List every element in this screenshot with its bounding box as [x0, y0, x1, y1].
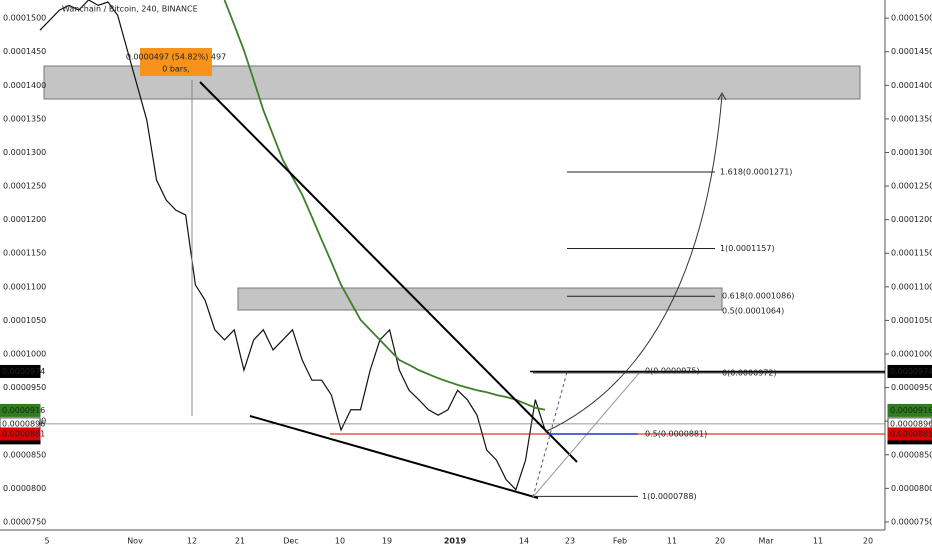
y-tick-label: 0.0001050: [891, 316, 932, 325]
y-tick-label: 0.0000750: [3, 517, 46, 526]
price-badge-label: 0.0000896: [890, 419, 932, 428]
price-badge-label: 0.0000881: [890, 429, 932, 438]
y-tick-label: 0.0001000: [891, 350, 932, 359]
y-tick-label: 0.0001250: [3, 182, 46, 191]
x-tick-label: Dec: [283, 537, 298, 546]
measure-box: [140, 48, 212, 76]
fib-label: 1.618(0.0001271): [720, 167, 792, 176]
x-tick-label: 21: [235, 537, 245, 546]
x-tick-label: 14: [519, 537, 529, 546]
price-line: [39, 0, 546, 491]
fib-label: 1(0.0000788): [642, 492, 697, 501]
fib-label: 0.618(0.0001086): [722, 292, 794, 301]
y-tick-label: 0.0001150: [891, 249, 932, 258]
x-tick-label: 19: [382, 537, 392, 546]
x-tick-label: 10: [335, 537, 345, 546]
y-tick-label: 0.0001400: [3, 81, 46, 90]
moving-average: [223, 0, 546, 411]
y-tick-label: 0.0001250: [891, 182, 932, 191]
projection-arc: [544, 94, 723, 433]
price-badge-label: 0.0000916: [2, 406, 45, 415]
fib-label: 0(0.0000972): [722, 368, 777, 377]
x-tick-label: 2019: [444, 537, 467, 546]
chart-title: Wanchain / Bitcoin, 240, BINANCE: [62, 5, 198, 14]
x-tick-label: 11: [667, 537, 677, 546]
y-tick-label: 0.0001050: [3, 316, 46, 325]
x-tick-label: 23: [565, 537, 575, 546]
price-badge: [887, 364, 932, 378]
price-badge: [0, 427, 41, 441]
fib-label: 1(0.0001157): [720, 244, 775, 253]
x-tick-label: 5: [44, 537, 49, 546]
y-tick-label: 0.0001300: [3, 148, 46, 157]
y-tick-label: 0.0001500: [3, 14, 46, 23]
y-tick-label: 0.0000950: [3, 383, 46, 392]
y-tick-label: 0.0001300: [891, 148, 932, 157]
y-tick-label: 0.0001200: [3, 215, 46, 224]
y-tick-label: 0.0001350: [3, 114, 46, 123]
y-tick-label: 0.0000950: [891, 383, 932, 392]
x-tick-label: Feb: [613, 537, 627, 546]
trendline: [249, 415, 539, 499]
y-tick-label: 0.0001400: [891, 81, 932, 90]
price-badge: [887, 403, 932, 417]
y-tick-label: 0.0000850: [891, 450, 932, 459]
price-badge: [0, 403, 41, 417]
x-tick-label: Mar: [758, 537, 774, 546]
y-tick-label: 0.0001350: [891, 114, 932, 123]
y-tick-label: 0.0001500: [891, 14, 932, 23]
y-tick-label: 0.0001000: [3, 350, 46, 359]
measure-text: 0.0000497 (54.82%) 497: [126, 53, 226, 62]
price-badge: [887, 427, 932, 441]
trendline: [199, 81, 578, 463]
measure-text: 0 bars,: [162, 65, 190, 74]
resistance-zone: [237, 287, 723, 311]
y-tick-label: 0.0001200: [891, 215, 932, 224]
x-tick-label: 20: [863, 537, 873, 546]
price-badge-label: 0.0000974: [890, 367, 932, 376]
price-badge-label: 0.0000974: [2, 367, 45, 376]
price-badge-label: 0.0000896: [2, 419, 45, 428]
price-badge-label: 0.0000916: [890, 406, 932, 415]
x-tick-label: Nov: [127, 537, 143, 546]
x-tick-label: 11: [813, 537, 823, 546]
y-tick-label: 0.0001100: [3, 282, 46, 291]
price-badge-label: 0.0000881: [2, 429, 45, 438]
y-tick-label: 0.0001150: [3, 249, 46, 258]
x-tick-label: 20: [715, 537, 725, 546]
arrow-head: [717, 91, 727, 101]
y-tick-label: 0.0000850: [3, 450, 46, 459]
fib-label: 0.5(0.0001064): [722, 307, 784, 316]
x-tick-label: 12: [187, 537, 197, 546]
y-tick-label: 0.0001450: [891, 47, 932, 56]
y-tick-label: 0.0001450: [3, 47, 46, 56]
fib-label: 0.5(0.0000881): [645, 429, 707, 438]
y-tick-label: 0.0001100: [891, 282, 932, 291]
y-tick-label: 0.0000750: [891, 517, 932, 526]
y-tick-label: 0.0000800: [3, 484, 46, 493]
y-tick-label: 0.0000800: [891, 484, 932, 493]
fib-label: 0(0.0000975): [645, 366, 700, 375]
price-badge: [0, 364, 41, 378]
